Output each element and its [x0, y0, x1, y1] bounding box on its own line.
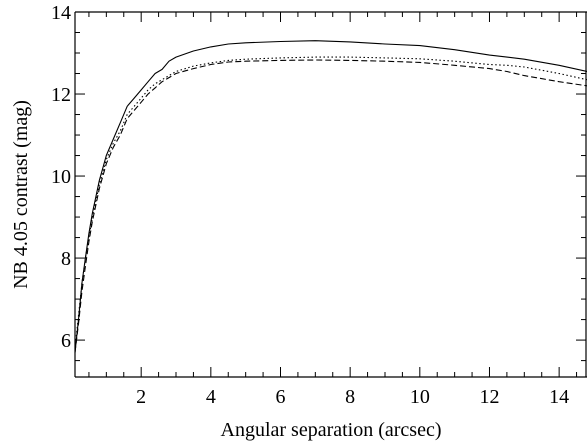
- x-tick-label: 6: [275, 386, 285, 408]
- y-tick-label: 14: [51, 2, 71, 24]
- y-tick-label: 8: [61, 248, 71, 270]
- x-tick-label: 2: [136, 386, 146, 408]
- series-line-dashed: [74, 59, 587, 353]
- x-tick-label: 4: [206, 386, 216, 408]
- x-tick-label: 10: [410, 386, 430, 408]
- ticks-layer: 2 4 6 8 10 12 14 6 8 10 12 14: [51, 2, 586, 408]
- series-line-solid: [74, 40, 587, 353]
- y-tick-label: 10: [51, 166, 71, 188]
- y-tick-label: 6: [61, 330, 71, 352]
- y-tick-label: 12: [51, 84, 71, 106]
- y-axis-label: NB 4.05 contrast (mag): [10, 100, 32, 289]
- series-line-dotted: [74, 56, 587, 349]
- x-tick-label: 8: [345, 386, 355, 408]
- x-axis-label: Angular separation (arcsec): [221, 419, 442, 441]
- axes-layer: [74, 11, 587, 378]
- x-tick-label: 14: [549, 386, 569, 408]
- curves-layer: [74, 40, 587, 353]
- x-tick-label: 12: [479, 386, 499, 408]
